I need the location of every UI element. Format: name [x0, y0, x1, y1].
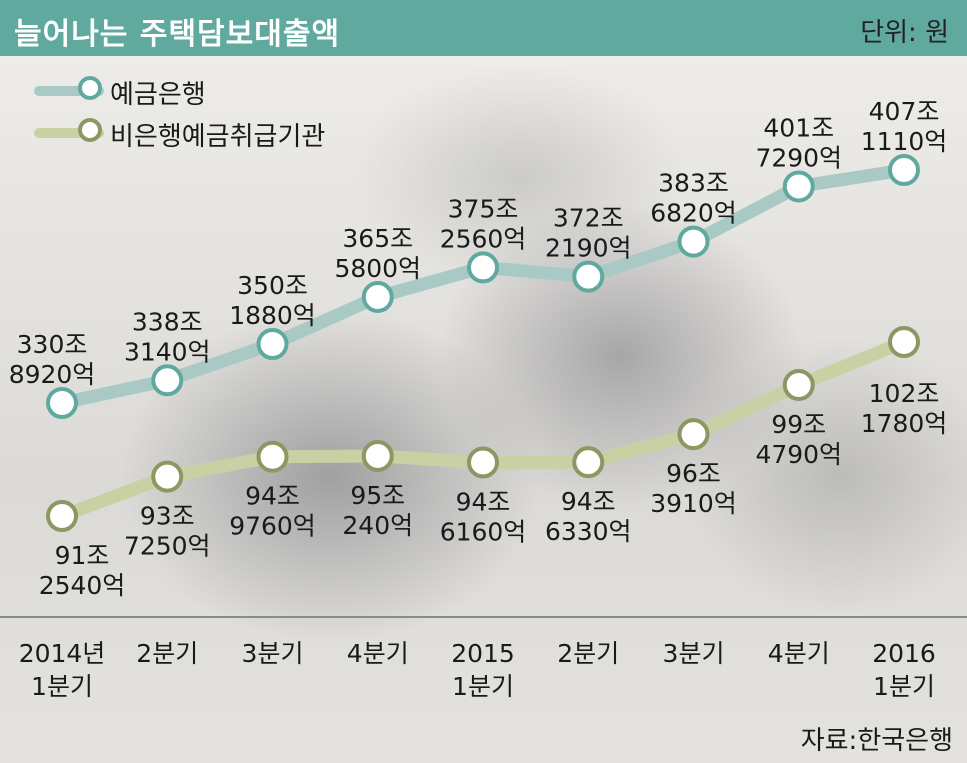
data-label-1-7-0: 99조 — [771, 410, 826, 439]
legend-label-nonbanks: 비은행예금취급기관 — [110, 122, 326, 152]
data-label-0-5-0: 372조 — [553, 204, 624, 233]
data-label-0-0-1: 8920억 — [9, 360, 96, 389]
data-label-1-1-1: 7250억 — [124, 532, 211, 561]
data-point-1-7 — [782, 368, 815, 401]
data-point-1-1 — [151, 460, 184, 493]
legend-marker-banks — [78, 76, 102, 100]
x-tick-label-5-0: 2분기 — [557, 639, 619, 668]
x-tick-label-6-0: 3분기 — [663, 639, 725, 668]
data-point-0-5 — [572, 260, 605, 293]
legend-marker-nonbanks — [78, 118, 102, 142]
data-label-0-6-1: 6820억 — [650, 199, 737, 228]
data-label-0-3-0: 365조 — [342, 224, 413, 253]
data-label-1-0-1: 2540억 — [39, 571, 126, 600]
data-label-0-1-1: 3140억 — [124, 337, 211, 366]
data-label-0-6-0: 383조 — [658, 169, 729, 198]
x-tick-label-8-1: 1분기 — [873, 672, 935, 701]
x-tick-label-4-0: 2015 — [451, 639, 515, 668]
data-point-1-2 — [256, 440, 289, 473]
data-label-0-3-1: 5800억 — [334, 254, 421, 283]
data-point-1-0 — [46, 500, 78, 532]
data-point-0-2 — [256, 328, 289, 361]
data-point-0-1 — [151, 364, 184, 397]
unit-label: 단위: 원 — [860, 18, 949, 48]
data-point-0-0 — [46, 387, 78, 419]
x-tick-label-7-0: 4분기 — [768, 639, 830, 668]
data-label-1-1-0: 93조 — [140, 502, 195, 531]
data-label-1-7-1: 4790억 — [755, 440, 842, 469]
data-point-0-4 — [467, 251, 499, 284]
data-label-1-5-1: 6330억 — [545, 517, 632, 546]
source-note: 자료:한국은행 — [800, 726, 953, 756]
title-bar: 늘어나는 주택담보대출액 단위: 원 — [0, 0, 967, 56]
data-label-1-4-0: 94조 — [456, 487, 511, 516]
data-label-0-7-0: 401조 — [763, 113, 834, 142]
data-label-1-8-0: 102조 — [869, 379, 940, 408]
data-label-1-2-1: 9760억 — [229, 512, 316, 541]
data-label-1-8-1: 1780억 — [861, 409, 948, 438]
legend-label-banks: 예금은행 — [110, 80, 206, 110]
data-label-0-4-0: 375조 — [448, 194, 519, 223]
data-point-0-8 — [888, 154, 920, 186]
data-point-0-7 — [782, 170, 815, 203]
x-tick-label-4-1: 1분기 — [452, 672, 514, 701]
data-point-1-8 — [888, 326, 920, 358]
data-label-1-2-0: 94조 — [245, 482, 300, 511]
legend-line-banks — [34, 86, 104, 96]
data-label-1-5-0: 94조 — [561, 487, 616, 516]
chart-title: 늘어나는 주택담보대출액 — [14, 17, 341, 52]
x-tick-label-8-0: 2016 — [872, 639, 936, 668]
data-label-0-0-0: 330조 — [17, 330, 88, 359]
data-point-0-6 — [677, 225, 710, 258]
x-tick-label-0-0: 2014년 — [19, 639, 106, 668]
data-label-1-0-0: 91조 — [55, 541, 110, 570]
data-label-0-7-1: 7290억 — [755, 143, 842, 172]
data-point-1-4 — [467, 446, 499, 479]
data-label-1-3-0: 95조 — [350, 481, 405, 510]
data-label-0-8-0: 407조 — [869, 97, 940, 126]
data-point-1-6 — [677, 418, 710, 451]
data-label-0-5-1: 2190억 — [545, 234, 632, 263]
x-tick-label-3-0: 4분기 — [347, 639, 409, 668]
data-label-0-2-0: 350조 — [237, 271, 308, 300]
x-tick-label-0-1: 1분기 — [31, 672, 93, 701]
legend-line-nonbanks — [34, 128, 104, 138]
x-tick-label-2-0: 3분기 — [242, 639, 304, 668]
data-label-0-8-1: 1110억 — [861, 127, 948, 156]
data-label-0-1-0: 338조 — [132, 307, 203, 336]
x-tick-label-1-0: 2분기 — [136, 639, 198, 668]
data-label-0-2-1: 1880억 — [229, 301, 316, 330]
data-point-1-3 — [361, 439, 394, 472]
data-label-0-4-1: 2560억 — [440, 224, 527, 253]
data-point-0-3 — [361, 280, 394, 313]
data-label-1-3-1: 240억 — [342, 511, 413, 540]
data-label-1-4-1: 6160억 — [440, 517, 527, 546]
data-label-1-6-0: 96조 — [666, 459, 721, 488]
data-label-1-6-1: 3910억 — [650, 489, 737, 518]
data-point-1-5 — [572, 446, 605, 479]
